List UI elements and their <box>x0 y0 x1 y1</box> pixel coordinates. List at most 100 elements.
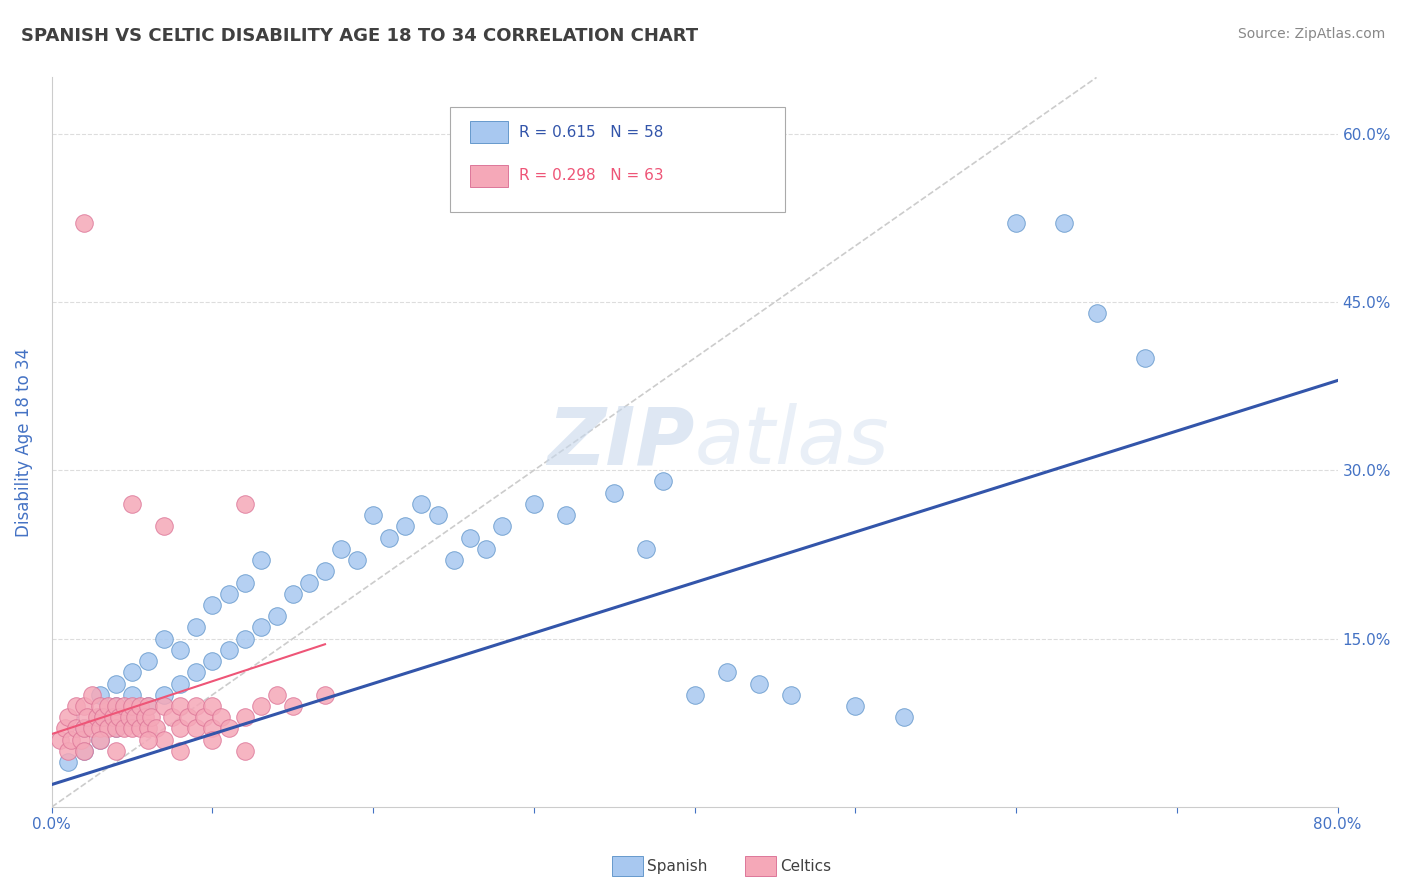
Point <box>330 541 353 556</box>
Point <box>129 698 152 713</box>
Bar <box>470 121 508 143</box>
Point <box>233 632 256 646</box>
Point <box>56 744 79 758</box>
Point <box>218 722 240 736</box>
Point <box>716 665 738 680</box>
Point <box>201 598 224 612</box>
Point <box>89 732 111 747</box>
Point <box>136 722 159 736</box>
Point <box>91 710 114 724</box>
Point <box>136 698 159 713</box>
Point <box>97 722 120 736</box>
Point <box>1053 216 1076 230</box>
Point <box>53 722 76 736</box>
Point <box>233 710 256 724</box>
Point <box>186 698 208 713</box>
Point <box>523 497 546 511</box>
Point <box>201 722 224 736</box>
Point <box>136 654 159 668</box>
Point <box>169 722 191 736</box>
Text: R = 0.298   N = 63: R = 0.298 N = 63 <box>519 169 664 184</box>
Point <box>121 497 143 511</box>
Point <box>145 722 167 736</box>
Point <box>1005 216 1028 230</box>
Point <box>249 620 271 634</box>
Text: Spanish: Spanish <box>647 859 707 873</box>
Point <box>218 587 240 601</box>
Point <box>73 744 96 758</box>
Point <box>105 698 128 713</box>
Point <box>233 575 256 590</box>
Point <box>266 609 288 624</box>
Point <box>443 553 465 567</box>
Point <box>105 698 128 713</box>
Point <box>112 722 135 736</box>
Point <box>266 688 288 702</box>
Point <box>458 531 481 545</box>
Point <box>193 710 215 724</box>
Point <box>101 710 124 724</box>
Point <box>60 732 83 747</box>
Point <box>201 732 224 747</box>
Point <box>105 722 128 736</box>
Point <box>73 722 96 736</box>
Point <box>361 508 384 523</box>
Text: ZIP: ZIP <box>547 403 695 481</box>
Point <box>780 688 803 702</box>
Point <box>233 497 256 511</box>
Point <box>169 676 191 690</box>
Point <box>121 688 143 702</box>
Point <box>153 698 176 713</box>
Point <box>844 698 866 713</box>
Point <box>134 710 156 724</box>
Point <box>249 698 271 713</box>
Point <box>491 519 513 533</box>
Point <box>105 744 128 758</box>
Y-axis label: Disability Age 18 to 34: Disability Age 18 to 34 <box>15 348 32 537</box>
Point <box>748 676 770 690</box>
Point <box>108 710 131 724</box>
Point <box>426 508 449 523</box>
Point <box>153 732 176 747</box>
Point <box>136 732 159 747</box>
Point <box>153 688 176 702</box>
Point <box>177 710 200 724</box>
Point <box>89 732 111 747</box>
Point <box>249 553 271 567</box>
Point <box>56 755 79 769</box>
Point <box>169 698 191 713</box>
Point <box>121 698 143 713</box>
Point <box>89 688 111 702</box>
Point <box>73 744 96 758</box>
Point <box>105 676 128 690</box>
FancyBboxPatch shape <box>450 107 785 212</box>
Point <box>201 698 224 713</box>
Point <box>141 710 163 724</box>
Point <box>129 722 152 736</box>
Point <box>89 710 111 724</box>
Point <box>69 732 91 747</box>
Point <box>105 722 128 736</box>
Point <box>218 643 240 657</box>
Point <box>65 698 87 713</box>
Point <box>314 688 336 702</box>
Point <box>314 564 336 578</box>
Point <box>346 553 368 567</box>
Point <box>394 519 416 533</box>
Point <box>378 531 401 545</box>
Point <box>603 485 626 500</box>
Point <box>136 698 159 713</box>
Point <box>112 698 135 713</box>
Text: R = 0.615   N = 58: R = 0.615 N = 58 <box>519 125 662 140</box>
Point <box>474 541 496 556</box>
Point <box>76 710 98 724</box>
Point <box>49 732 72 747</box>
Point <box>169 744 191 758</box>
Point <box>121 710 143 724</box>
Point <box>651 475 673 489</box>
Point <box>80 688 103 702</box>
Text: Source: ZipAtlas.com: Source: ZipAtlas.com <box>1237 27 1385 41</box>
Point <box>73 216 96 230</box>
Point <box>186 722 208 736</box>
Point <box>683 688 706 702</box>
